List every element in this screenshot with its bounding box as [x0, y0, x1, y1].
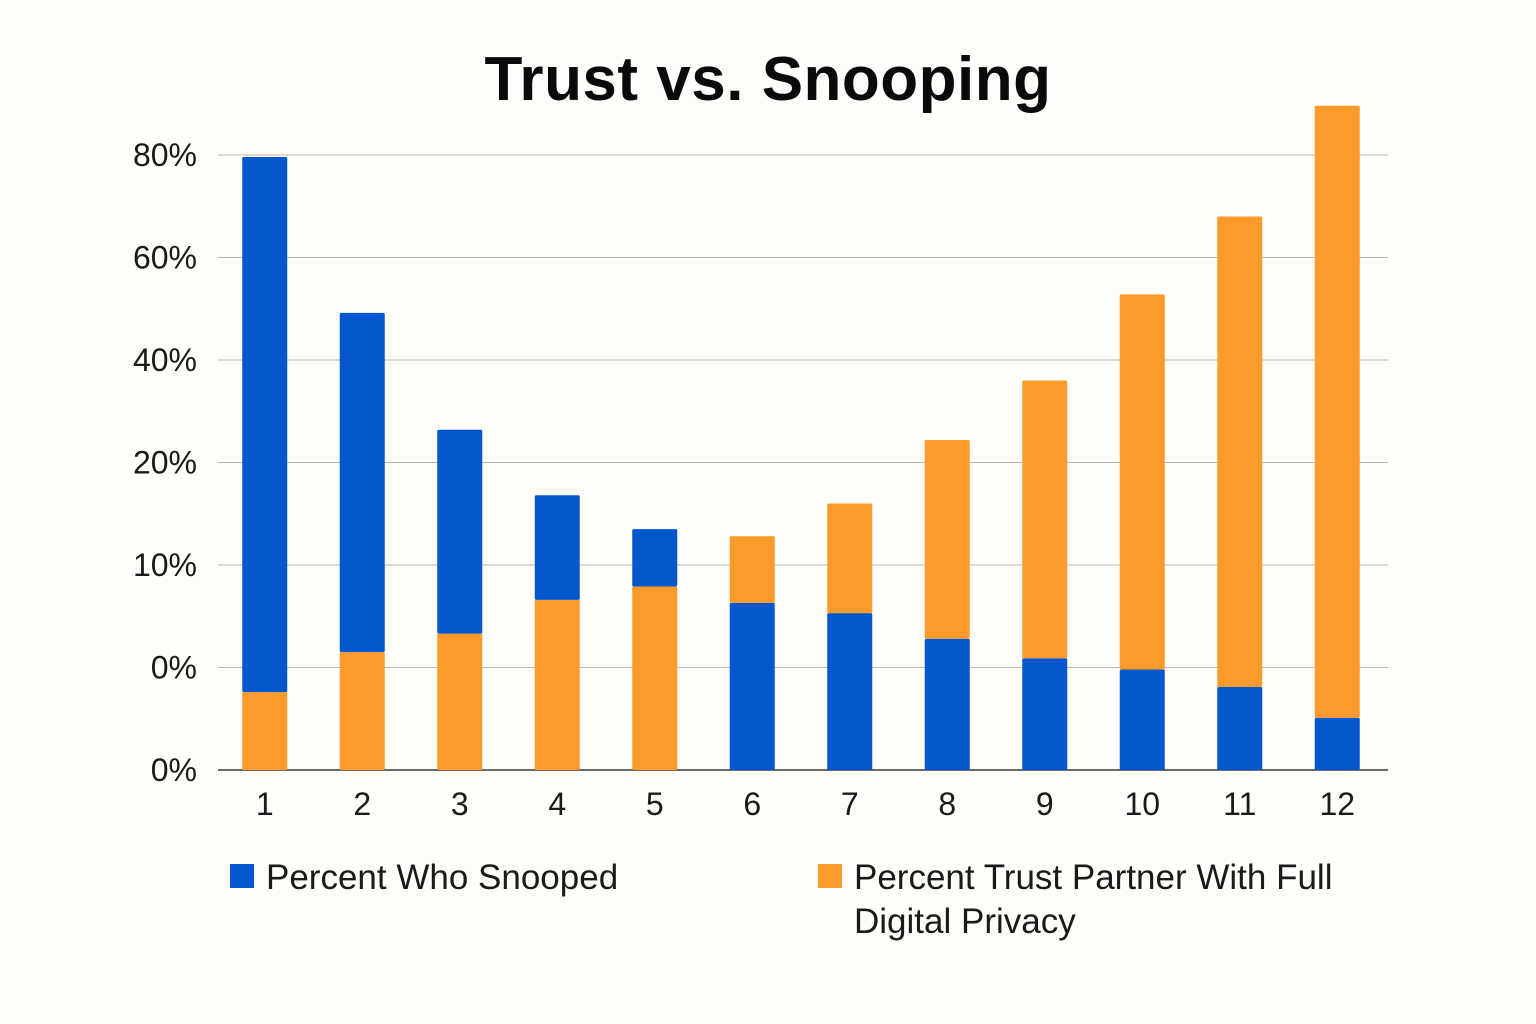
bar-percent-who-snooped-12	[1314, 717, 1360, 770]
y-tick-label: 40%	[133, 342, 197, 378]
x-tick-label: 10	[1124, 786, 1160, 822]
x-tick-label: 8	[938, 786, 956, 822]
bar-percent-who-snooped-7	[827, 613, 873, 770]
x-tick-label: 3	[451, 786, 469, 822]
bar-percent-trust-partner-with-full-digital-privacy-11	[1217, 216, 1263, 687]
bar-percent-trust-partner-with-full-digital-privacy-1	[242, 692, 288, 770]
bar-percent-trust-partner-with-full-digital-privacy-5	[632, 586, 678, 770]
bar-percent-who-snooped-2	[339, 312, 385, 653]
x-axis-tick-labels: 1 2 3 4 5 6 7 8 9 10 11 12	[256, 786, 1355, 822]
bar-percent-trust-partner-with-full-digital-privacy-10	[1119, 294, 1165, 670]
x-tick-label: 2	[353, 786, 371, 822]
x-tick-label: 4	[548, 786, 566, 822]
legend-swatch-snooped	[230, 864, 254, 888]
bar-percent-who-snooped-4	[534, 495, 580, 600]
y-tick-label: 80%	[133, 137, 197, 173]
chart-title: Trust vs. Snooping	[484, 45, 1052, 114]
bar-percent-who-snooped-9	[1022, 658, 1068, 770]
x-tick-label: 12	[1319, 786, 1355, 822]
x-tick-label: 6	[743, 786, 761, 822]
x-tick-label: 9	[1036, 786, 1054, 822]
bars	[242, 105, 1360, 770]
bar-percent-trust-partner-with-full-digital-privacy-6	[729, 536, 775, 603]
bar-percent-who-snooped-6	[729, 602, 775, 770]
bar-percent-who-snooped-10	[1119, 669, 1165, 770]
x-tick-label: 7	[841, 786, 859, 822]
bar-percent-trust-partner-with-full-digital-privacy-8	[924, 439, 970, 639]
x-tick-label: 11	[1223, 786, 1256, 822]
x-tick-label: 1	[256, 786, 274, 822]
bar-percent-trust-partner-with-full-digital-privacy-3	[437, 633, 483, 770]
bar-percent-who-snooped-1	[242, 157, 288, 693]
bar-percent-who-snooped-8	[924, 638, 970, 770]
legend-swatch-trust	[818, 864, 842, 888]
y-axis-tick-labels: 0% 0% 10% 20% 40% 60% 80%	[133, 137, 197, 788]
legend-label-trust: Percent Trust Partner With Full Digital …	[854, 858, 1333, 941]
bar-percent-who-snooped-11	[1217, 686, 1263, 770]
bar-percent-who-snooped-5	[632, 529, 678, 587]
y-tick-label: 0%	[151, 650, 197, 686]
bar-percent-trust-partner-with-full-digital-privacy-7	[827, 503, 873, 614]
bar-percent-trust-partner-with-full-digital-privacy-4	[534, 599, 580, 770]
y-tick-label: 10%	[133, 547, 197, 583]
bar-percent-trust-partner-with-full-digital-privacy-2	[339, 652, 385, 770]
bar-percent-trust-partner-with-full-digital-privacy-12	[1314, 105, 1360, 718]
gridlines	[218, 154, 1388, 771]
legend-item-trust: Percent Trust Partner With Full Digital …	[818, 856, 1338, 944]
y-tick-label: 60%	[133, 240, 197, 276]
bar-percent-trust-partner-with-full-digital-privacy-9	[1022, 380, 1068, 659]
y-tick-label: 0%	[151, 752, 197, 788]
y-tick-label: 20%	[133, 445, 197, 481]
x-tick-label: 5	[646, 786, 664, 822]
legend-label-snooped: Percent Who Snooped	[266, 858, 619, 897]
bar-percent-who-snooped-3	[437, 429, 483, 634]
legend-item-snooped: Percent Who Snooped	[230, 856, 618, 900]
